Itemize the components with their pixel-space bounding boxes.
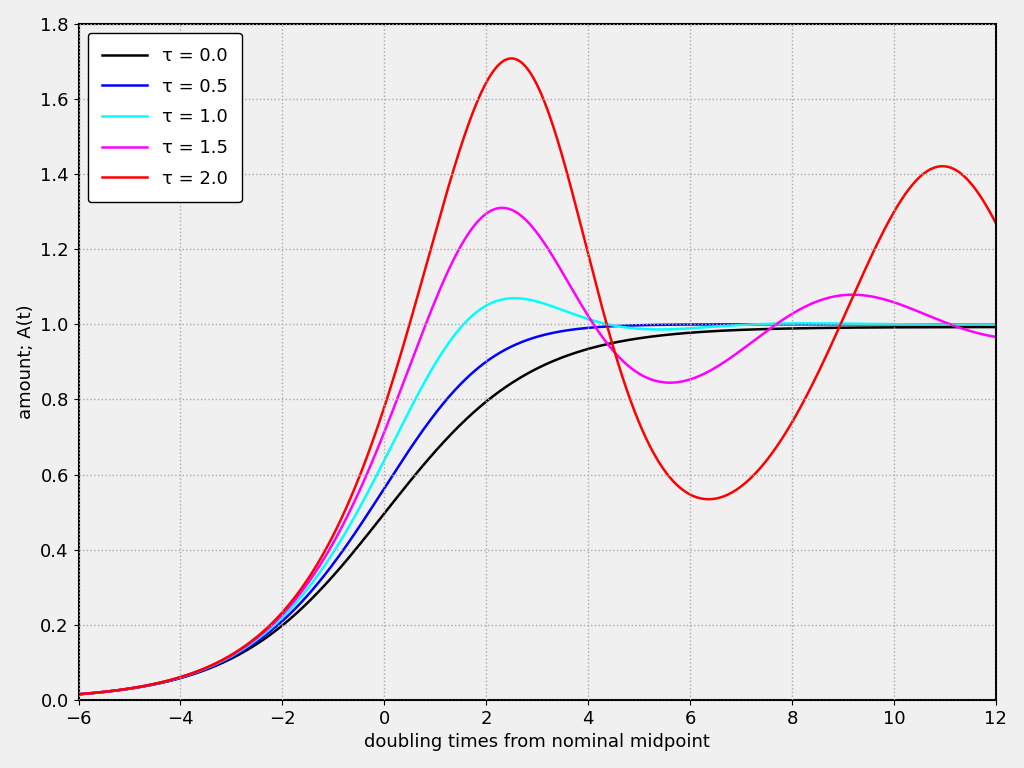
τ = 0.0 [989,323,1001,332]
X-axis label: doubling times from nominal midpoint: doubling times from nominal midpoint [365,733,711,751]
τ = 1.0 [508,293,520,303]
Line: τ = 0.0: τ = 0.0 [79,327,995,694]
τ = 1.0 [125,684,137,693]
τ = 1.5 [496,204,508,213]
τ = 2.0 [317,548,330,558]
τ = 2.0 [634,419,646,429]
τ = 0.0 [317,581,330,591]
τ = 0.0 [73,690,85,699]
τ = 2.0 [125,684,137,693]
τ = 2.0 [975,192,987,201]
τ = 0.0 [647,332,659,341]
τ = 1.5 [975,329,987,339]
τ = 1.5 [317,554,330,564]
Y-axis label: amount; A(t): amount; A(t) [16,305,35,419]
τ = 1.0 [797,319,809,328]
Line: τ = 0.5: τ = 0.5 [79,324,995,694]
τ = 0.0 [797,323,809,333]
τ = 0.5 [125,684,137,693]
τ = 2.0 [797,399,809,408]
τ = 0.0 [125,684,137,693]
τ = 0.0 [634,333,646,343]
τ = 2.0 [73,690,85,699]
τ = 0.5 [797,319,809,329]
τ = 0.0 [975,323,987,332]
Line: τ = 1.0: τ = 1.0 [79,298,995,694]
τ = 1.0 [647,325,659,334]
τ = 1.0 [73,690,85,699]
τ = 0.5 [634,320,646,329]
τ = 1.0 [975,319,987,329]
τ = 1.5 [73,690,85,699]
Legend: τ = 0.0, τ = 0.5, τ = 1.0, τ = 1.5, τ = 2.0: τ = 0.0, τ = 0.5, τ = 1.0, τ = 1.5, τ = … [88,33,242,202]
τ = 0.5 [647,320,659,329]
τ = 0.5 [73,690,85,699]
τ = 2.0 [647,448,659,457]
τ = 1.0 [989,319,1001,329]
τ = 1.0 [317,562,330,571]
τ = 1.5 [989,333,1001,342]
Line: τ = 1.5: τ = 1.5 [79,208,995,694]
τ = 1.0 [634,324,646,333]
τ = 1.5 [634,369,646,379]
τ = 0.5 [989,319,1001,329]
τ = 0.5 [317,571,330,581]
τ = 2.0 [989,218,1001,227]
τ = 0.5 [975,319,987,329]
τ = 1.5 [797,303,809,313]
τ = 1.5 [647,376,659,385]
τ = 1.5 [125,684,137,693]
Line: τ = 2.0: τ = 2.0 [79,58,995,694]
τ = 2.0 [505,54,517,63]
